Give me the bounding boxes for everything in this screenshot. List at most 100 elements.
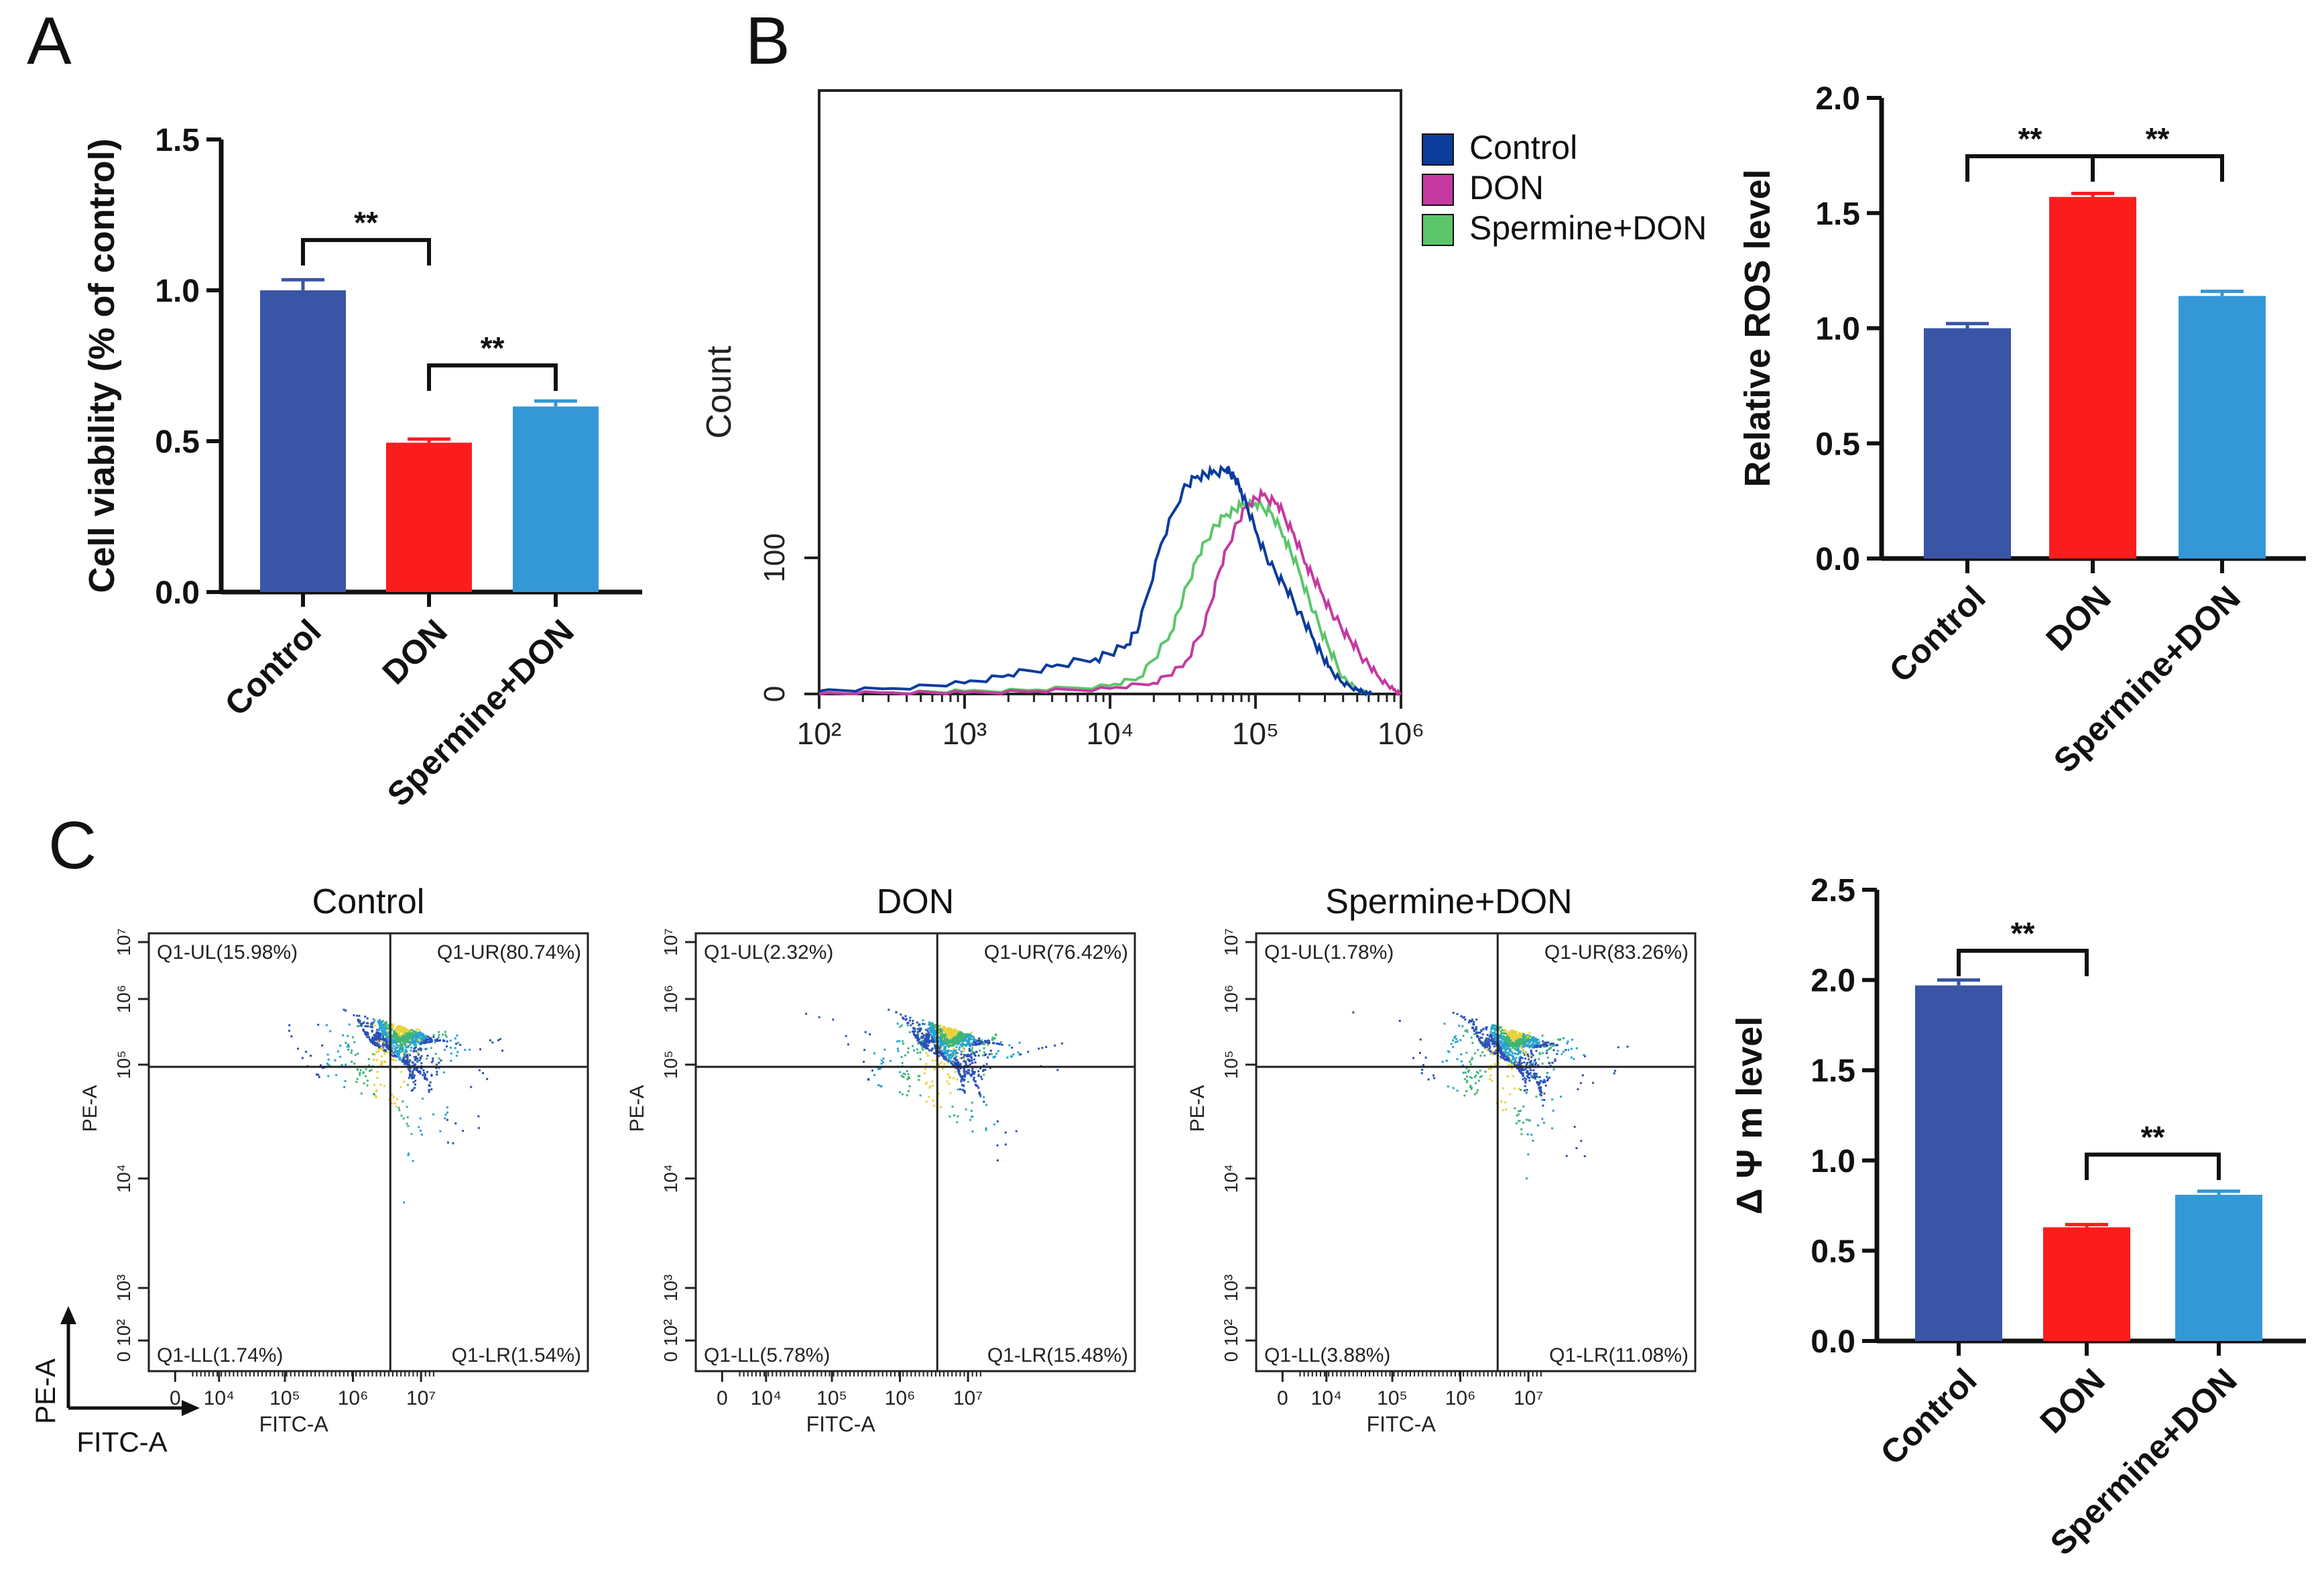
flow-event	[1512, 1040, 1515, 1043]
flow-event	[1530, 1039, 1532, 1041]
flow-event	[408, 1041, 410, 1043]
flow-event	[414, 1031, 417, 1033]
y-tick-label: 1.5	[1811, 1053, 1855, 1089]
flow-event	[1514, 1048, 1517, 1051]
flow-event	[1549, 1061, 1552, 1064]
flow-event	[1613, 1069, 1616, 1072]
flow-event	[1530, 1063, 1533, 1066]
flow-event	[1518, 1042, 1521, 1045]
flow-event	[1473, 1093, 1476, 1096]
flow-event	[1447, 1050, 1449, 1053]
flow-event	[962, 1043, 965, 1045]
flow-event	[454, 1037, 456, 1040]
flow-event	[1503, 1029, 1506, 1031]
flow-event	[1458, 1025, 1461, 1027]
flow-event	[317, 1023, 320, 1026]
flow-event	[1520, 1043, 1522, 1046]
flow-event	[1515, 1064, 1518, 1067]
flow-event	[427, 1035, 430, 1038]
flow-event	[944, 1028, 946, 1031]
flow-x-label: FITC-A	[1367, 1412, 1436, 1436]
flow-event	[1524, 1077, 1526, 1079]
flow-event	[949, 1115, 951, 1118]
flow-event	[414, 1079, 417, 1082]
flow-event	[310, 1055, 312, 1057]
flow-event	[1479, 1037, 1482, 1039]
flow-y-tick-label: 0 10²	[660, 1319, 681, 1362]
flow-event	[1460, 1015, 1463, 1018]
flow-event	[377, 1034, 379, 1037]
flow-event	[1523, 1061, 1526, 1063]
flow-event	[926, 1030, 929, 1033]
flow-x-tick-label: 10⁶	[1445, 1387, 1476, 1409]
flow-event	[940, 1039, 942, 1041]
flow-event	[1571, 1056, 1573, 1059]
flow-event	[1520, 1050, 1522, 1053]
flow-event	[379, 1032, 381, 1035]
flow-event	[356, 1077, 359, 1080]
flow-event	[1617, 1046, 1619, 1049]
flow-event	[947, 1057, 950, 1060]
flow-event	[1491, 1031, 1493, 1034]
flow-event	[920, 1044, 922, 1047]
flow-event	[1511, 1035, 1514, 1037]
flow-event	[962, 1047, 965, 1049]
flow-event	[1524, 1051, 1527, 1054]
flow-event	[910, 1024, 912, 1027]
flow-event	[981, 1054, 984, 1057]
flow-event	[1518, 1110, 1520, 1112]
flow-event	[423, 1039, 426, 1042]
flow-event	[938, 1045, 940, 1048]
flow-event	[1520, 1089, 1522, 1091]
flow-event	[967, 1043, 970, 1046]
flow-event	[318, 1075, 320, 1078]
flow-event	[897, 1050, 900, 1053]
flow-event	[944, 1055, 946, 1058]
flow-event	[1447, 1085, 1449, 1088]
flow-event	[1464, 1018, 1467, 1021]
flow-event	[1490, 1067, 1493, 1070]
flow-event	[1542, 1122, 1545, 1124]
flow-event	[1511, 1034, 1514, 1037]
flow-event	[462, 1130, 464, 1132]
flow-event	[942, 1067, 944, 1070]
flow-event	[410, 1033, 413, 1035]
flow-event	[385, 1020, 387, 1023]
flow-event	[424, 1073, 426, 1076]
flow-event	[1517, 1063, 1520, 1066]
flow-event	[1473, 1076, 1476, 1079]
flow-event	[921, 1032, 924, 1035]
flow-event	[1495, 1043, 1497, 1045]
flow-event	[916, 1051, 919, 1054]
flow-event	[1527, 1073, 1530, 1075]
flow-event	[410, 1041, 412, 1043]
flow-event	[362, 1022, 365, 1025]
flow-x-tick-label: 10⁵	[816, 1387, 847, 1409]
flow-event	[967, 1034, 969, 1037]
flow-event	[922, 1022, 924, 1025]
flow-event	[969, 1055, 971, 1057]
flow-event	[973, 1076, 975, 1079]
flow-event	[1492, 1027, 1494, 1030]
flow-event	[1500, 1026, 1502, 1029]
flow-event	[1486, 1034, 1489, 1037]
flow-event	[370, 1024, 372, 1026]
flow-event	[1537, 1045, 1539, 1047]
flow-event	[411, 1035, 414, 1037]
flow-event	[391, 1058, 393, 1061]
flow-event	[327, 1058, 330, 1061]
flow-event	[1462, 1071, 1465, 1074]
flow-event	[987, 1039, 989, 1042]
flow-event	[1475, 1018, 1478, 1021]
flow-event	[438, 1031, 440, 1033]
flow-event	[392, 1059, 395, 1061]
flow-event	[926, 1039, 928, 1042]
flow-event	[1452, 1087, 1455, 1090]
flow-event	[385, 1035, 388, 1038]
flow-event	[1532, 1036, 1535, 1039]
flow-event	[1520, 1067, 1522, 1070]
flow-event	[357, 1019, 359, 1022]
flow-event	[896, 1022, 899, 1025]
flow-event	[446, 1118, 448, 1121]
flow-event	[1510, 1045, 1513, 1047]
